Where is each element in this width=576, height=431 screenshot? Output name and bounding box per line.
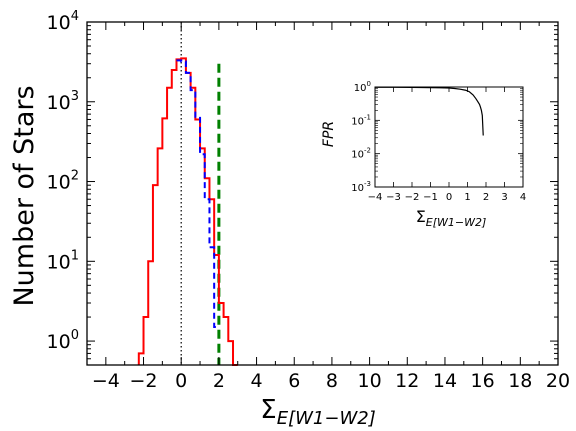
main-x-tick-label: 6: [288, 370, 300, 392]
inset-x-tick-label: 4: [520, 192, 526, 203]
inset-y-tick-label: 10-3: [351, 180, 371, 194]
inset-x-tick-label: 2: [483, 192, 489, 203]
inset-x-tick-label: 1: [464, 192, 470, 203]
main-x-tick-label: 10: [358, 370, 382, 392]
inset-plot-frame: [374, 86, 524, 188]
inset-y-tick-label: 10-1: [351, 113, 371, 127]
inset-x-tick-label: 0: [446, 192, 452, 203]
main-y-tick-label: 104: [47, 9, 79, 34]
main-x-tick-label: 12: [395, 370, 419, 392]
inset-x-tick-label: −1: [423, 192, 438, 203]
main-x-tick-label: −2: [130, 370, 158, 392]
main-x-tick-label: 4: [251, 370, 263, 392]
main-x-axis-label-subscript: E[W1−W2]: [277, 408, 376, 429]
main-x-tick-label: 2: [213, 370, 225, 392]
histogram-series-blue: [176, 59, 219, 329]
main-y-tick-label: 102: [47, 169, 79, 194]
main-x-tick-label: 14: [433, 370, 457, 392]
inset-x-axis-label: ΣE[W1−W2]: [416, 207, 487, 229]
main-x-tick-label: 0: [175, 370, 187, 392]
inset-x-tick-label: −3: [386, 192, 401, 203]
inset-x-tick-label: −4: [368, 192, 383, 203]
main-x-tick-label: 18: [508, 370, 532, 392]
main-y-tick-label: 103: [47, 89, 79, 114]
inset-x-tick-label: 3: [501, 192, 507, 203]
main-x-tick-label: 8: [326, 370, 338, 392]
inset-plot-area: −4 −3 −2 −1 0 1 2 3 4 10-3 10-2 10-1 100: [351, 80, 526, 203]
main-y-tick-label: 101: [47, 248, 79, 273]
main-x-tick-label: 20: [546, 370, 570, 392]
inset-x-axis-label-subscript: E[W1−W2]: [426, 216, 487, 229]
inset-x-tick-label: −2: [405, 192, 420, 203]
histogram-series-red: [137, 57, 238, 366]
inset-y-axis-label: FPR: [321, 121, 337, 147]
inset-y-tick-label: 100: [354, 80, 371, 94]
inset-y-tick-label: 10-2: [351, 147, 371, 161]
main-x-axis-label: ΣE[W1−W2]: [260, 395, 375, 429]
main-x-tick-label: −4: [92, 370, 120, 392]
main-y-tick-label: 100: [47, 328, 79, 353]
main-x-tick-label: 16: [471, 370, 495, 392]
